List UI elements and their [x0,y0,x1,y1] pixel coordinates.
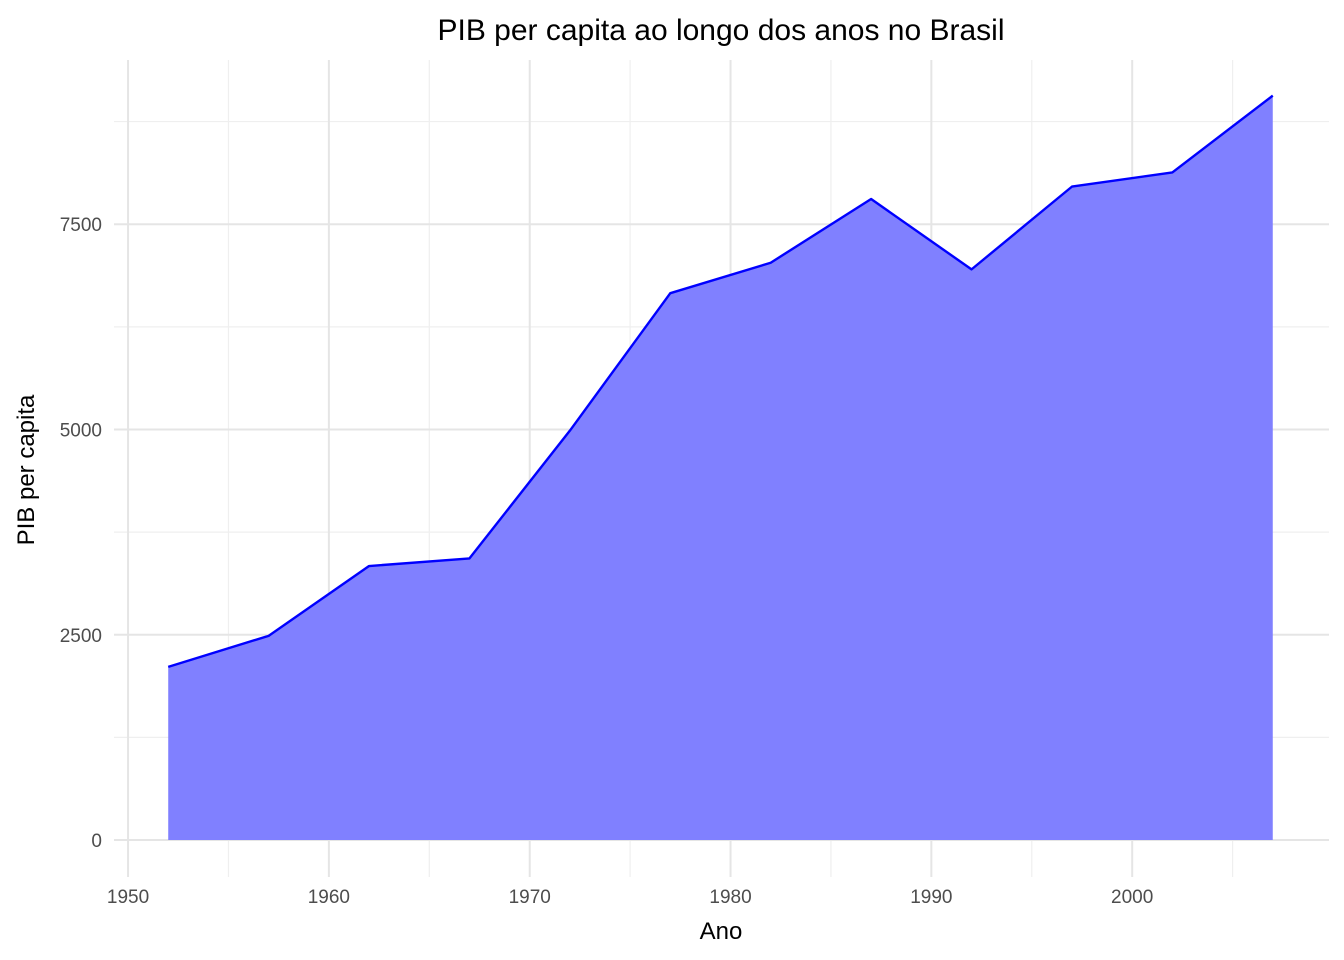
x-axis-ticks: 1950 1960 1970 1980 1990 2000 [107,887,1153,908]
x-tick-label: 1980 [709,887,751,908]
x-tick-label: 1970 [509,887,551,908]
x-tick-label: 1990 [910,887,952,908]
x-tick-label: 1960 [308,887,350,908]
y-axis-title: PIB per capita [13,394,40,545]
series-line [167,94,1274,669]
area-fill [168,95,1273,841]
x-axis-title: Ano [700,918,743,945]
y-tick-label: 2500 [60,626,102,647]
x-tick-label: 1950 [107,887,149,908]
plot-area [167,94,1274,841]
y-tick-label: 7500 [60,215,102,236]
chart-title: PIB per capita ao longo dos anos no Bras… [437,14,1004,47]
x-tick-label: 2000 [1111,887,1153,908]
y-tick-label: 5000 [60,420,102,441]
y-tick-label: 0 [91,831,102,852]
y-axis-ticks: 0 2500 5000 7500 [60,215,102,852]
